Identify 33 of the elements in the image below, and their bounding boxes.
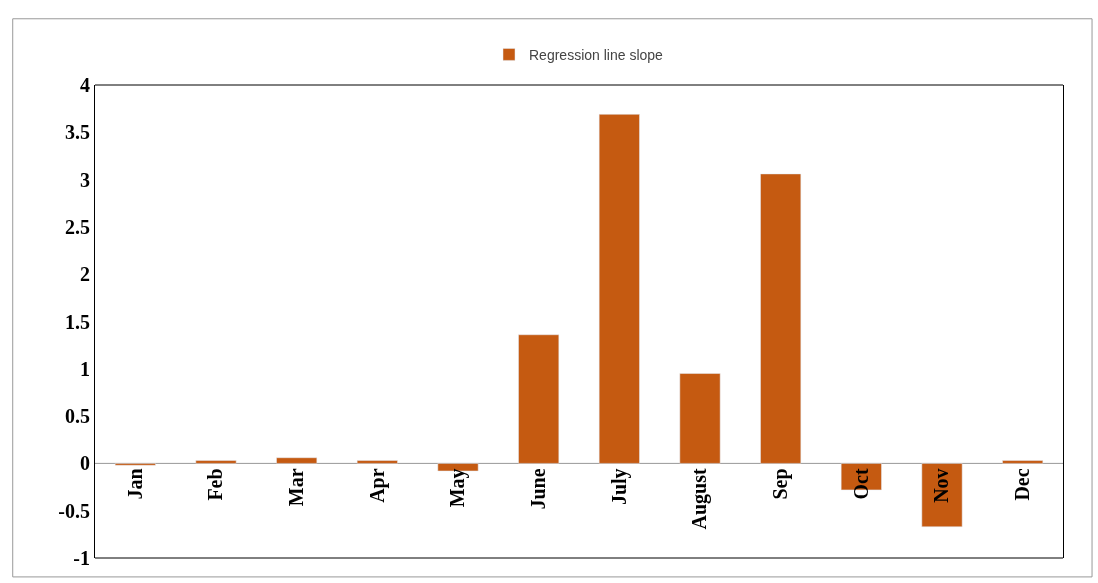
x-tick-label: Mar: [285, 468, 308, 507]
y-tick-label: 3: [80, 168, 90, 191]
y-tick-label: 0: [80, 452, 90, 475]
x-tick-label: Sep: [769, 468, 793, 500]
x-tick-label: Feb: [204, 468, 227, 501]
y-tick-label: 3.5: [65, 121, 90, 144]
x-tick-label: Oct: [849, 468, 872, 500]
bar: [760, 173, 802, 464]
legend-label: Regression line slope: [529, 46, 664, 63]
bar: [921, 463, 963, 528]
x-tick-label: Apr: [365, 468, 389, 503]
bar: [1002, 460, 1044, 464]
bar: [276, 457, 318, 464]
bar: [356, 460, 398, 464]
x-tick-label: May: [446, 468, 470, 508]
x-tick-label: Jan: [123, 468, 146, 500]
y-tick-label: 2.5: [65, 215, 90, 238]
y-tick-label: -1: [73, 547, 90, 569]
x-tick-label: July: [607, 468, 631, 506]
bar: [518, 334, 560, 464]
bar: [679, 373, 721, 464]
y-tick-label: -0.5: [58, 499, 90, 522]
x-tick-label: August: [688, 468, 712, 530]
x-tick-label: Nov: [930, 468, 953, 503]
y-tick-label: 1: [80, 357, 90, 380]
y-tick-label: 1.5: [65, 310, 90, 333]
x-tick-label: Dec: [1011, 468, 1034, 501]
y-tick-label: 4: [80, 74, 90, 96]
bar: [598, 114, 640, 464]
y-tick-label: 0.5: [65, 405, 90, 428]
bar: [195, 460, 237, 464]
x-tick-label: June: [527, 468, 550, 510]
y-tick-label: 2: [80, 263, 90, 286]
